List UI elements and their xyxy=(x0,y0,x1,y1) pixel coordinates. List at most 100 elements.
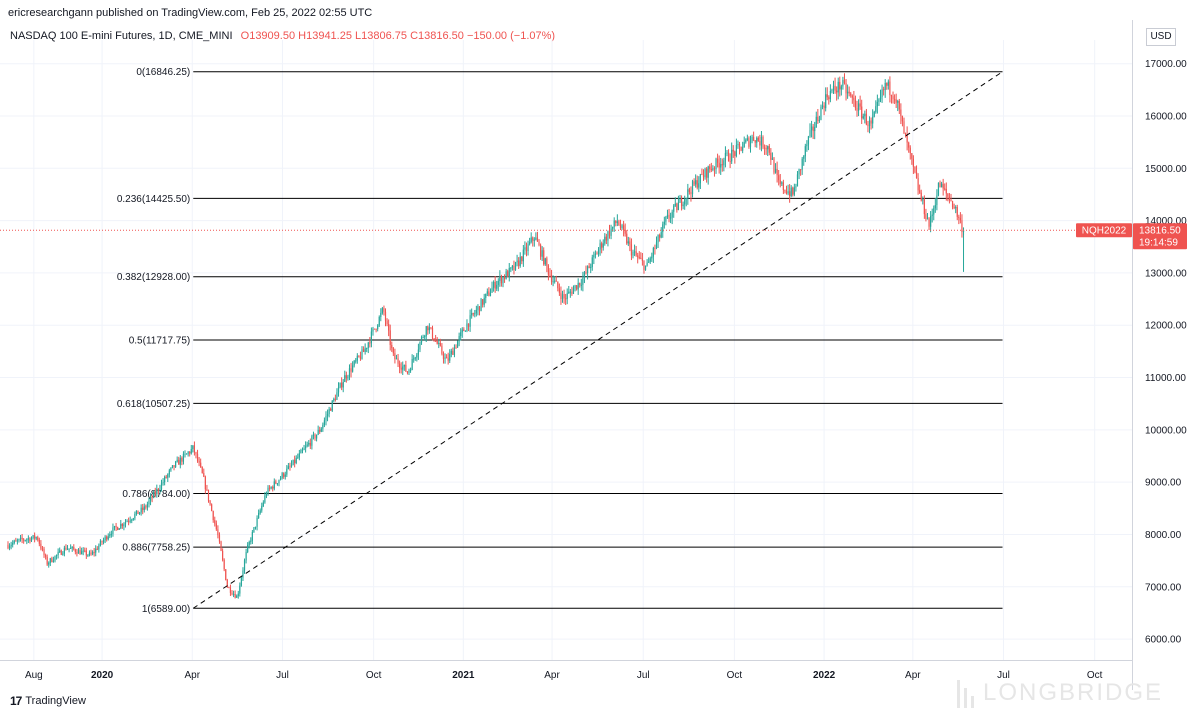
candle-body xyxy=(961,220,963,233)
candle-body xyxy=(760,136,763,146)
candle-body xyxy=(715,158,717,170)
candle-body xyxy=(289,466,291,468)
candle-body xyxy=(400,367,402,370)
candle-body xyxy=(696,180,698,188)
candle-body xyxy=(638,257,640,259)
candle-body xyxy=(666,214,669,217)
candle-body xyxy=(353,360,355,366)
candle-body xyxy=(220,541,222,551)
candle-body xyxy=(57,551,59,555)
candle-body xyxy=(756,137,758,143)
y-tick-label: 9000.00 xyxy=(1145,478,1182,489)
candle-body xyxy=(599,243,601,250)
candle-body xyxy=(840,86,842,90)
candle-body xyxy=(79,550,81,555)
candle-body xyxy=(198,460,200,463)
candle-body xyxy=(716,158,719,163)
candle-body xyxy=(521,256,523,262)
ohlc-high: H13941.25 xyxy=(298,30,352,42)
candle-body xyxy=(267,487,269,495)
candle-body xyxy=(399,363,401,368)
candle-body xyxy=(135,510,138,514)
candle-body xyxy=(317,429,319,435)
candle-body xyxy=(281,473,283,479)
candle-body xyxy=(571,291,573,294)
candle-body xyxy=(143,506,145,510)
candle-body xyxy=(18,539,20,541)
candle-body xyxy=(336,392,338,400)
candle-body xyxy=(112,527,114,534)
candle-body xyxy=(778,175,780,181)
candle-body xyxy=(516,260,518,263)
candle-body xyxy=(500,276,503,284)
candle-body xyxy=(460,332,462,337)
candle-body xyxy=(483,297,485,305)
candle-body xyxy=(806,144,808,147)
candle-body xyxy=(243,560,246,571)
x-tick-label: 2021 xyxy=(452,670,475,681)
candle-body xyxy=(665,216,667,222)
candle-body xyxy=(746,138,748,140)
candle-body xyxy=(284,474,286,477)
candle-body xyxy=(881,89,883,97)
last-price-label: 13816.50 xyxy=(1139,226,1181,237)
candle-body xyxy=(201,467,203,474)
candle-body xyxy=(37,537,39,540)
candle-body xyxy=(212,511,214,521)
candle-body xyxy=(823,105,825,109)
candle-body xyxy=(367,342,369,349)
candle-body xyxy=(503,276,506,279)
candle-body xyxy=(831,90,833,92)
candle-body xyxy=(157,489,159,491)
x-tick-label: Jul xyxy=(276,670,289,681)
candle-body xyxy=(814,127,816,132)
candle-body xyxy=(228,587,230,589)
candle-body xyxy=(601,243,603,248)
candle-body xyxy=(159,489,161,491)
candle-body xyxy=(315,434,318,439)
candle-body xyxy=(759,140,761,146)
candle-body xyxy=(876,101,878,107)
candle-body xyxy=(15,540,17,542)
candle-body xyxy=(776,168,778,176)
candle-body xyxy=(738,143,741,147)
candle-body xyxy=(518,260,520,266)
candle-body xyxy=(608,231,611,236)
symbol-badge-label: NQH2022 xyxy=(1082,226,1127,237)
candle-body xyxy=(803,156,805,159)
candle-body xyxy=(361,349,363,359)
candle-body xyxy=(458,336,460,342)
currency-button[interactable]: USD xyxy=(1146,28,1176,46)
candle-body xyxy=(856,107,858,111)
candle-body xyxy=(48,562,50,565)
candle-body xyxy=(154,491,156,495)
candle-body xyxy=(123,524,125,527)
candle-body xyxy=(613,220,615,227)
candle-body xyxy=(586,266,589,273)
candle-body xyxy=(406,371,409,373)
candle-body xyxy=(710,169,712,171)
candle-body xyxy=(945,189,947,194)
candle-body xyxy=(245,551,247,561)
candle-body xyxy=(712,168,714,170)
tradingview-logo: 17 TradingView xyxy=(10,694,86,708)
axes xyxy=(0,20,1133,690)
candle-body xyxy=(792,187,794,195)
candle-body xyxy=(948,196,951,200)
candle-body xyxy=(931,214,933,216)
candle-body xyxy=(231,592,233,595)
candle-body xyxy=(861,106,863,119)
candle-body xyxy=(903,121,905,134)
candle-body xyxy=(643,261,645,270)
candle-body xyxy=(847,91,849,94)
x-tick-label: Apr xyxy=(184,670,200,681)
tradingview-brand: TradingView xyxy=(25,695,86,707)
candle-body xyxy=(466,323,468,331)
candle-body xyxy=(331,400,333,411)
candle-body xyxy=(420,337,423,343)
candle-body xyxy=(610,228,612,236)
candle-body xyxy=(54,555,56,561)
candle-body xyxy=(709,166,711,170)
candle-body xyxy=(886,82,888,86)
